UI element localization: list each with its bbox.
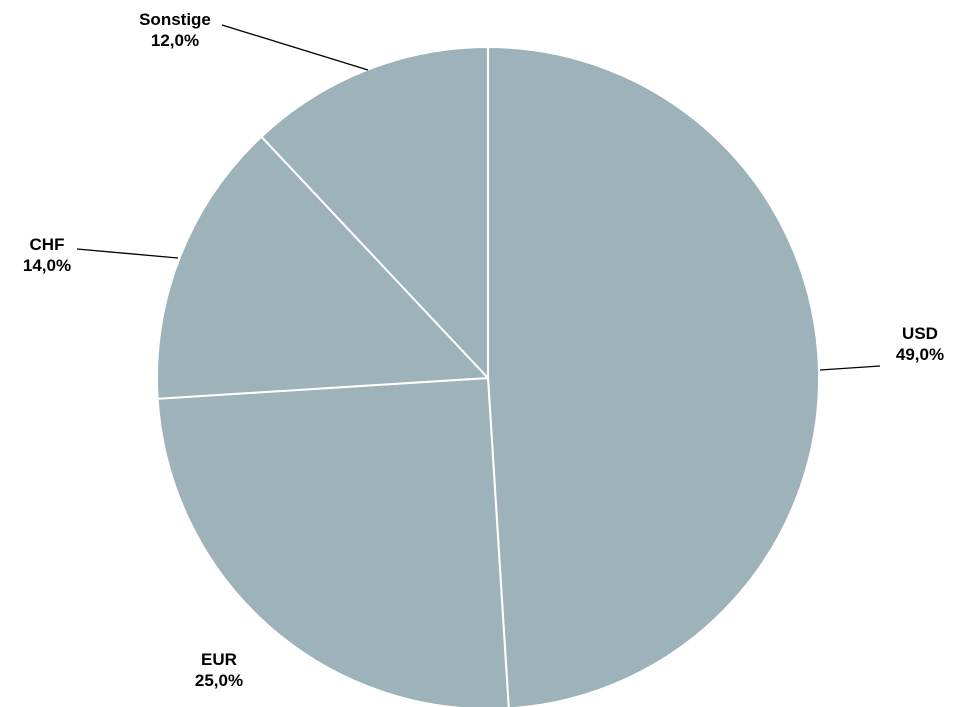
slice-label-eur: EUR 25,0% <box>195 650 243 690</box>
pie-slice-chf <box>156 135 489 400</box>
slice-name-chf: CHF <box>30 235 65 254</box>
slice-value-eur: 25,0% <box>195 671 243 690</box>
leader-line-chf <box>76 248 179 259</box>
pie-slice-usd <box>487 46 821 707</box>
slice-name-usd: USD <box>902 324 938 343</box>
slice-label-sonstige: Sonstige 12,0% <box>139 10 211 50</box>
slice-name-sonstige: Sonstige <box>139 10 211 29</box>
slice-label-chf: CHF 14,0% <box>23 235 71 275</box>
pie-labels: USD 49,0% EUR 25,0% CHF 14,0% Sonstige 12,0% <box>23 10 944 690</box>
slice-value-usd: 49,0% <box>896 345 944 364</box>
pie-slices <box>156 46 821 707</box>
pie-slice-eur <box>156 377 510 707</box>
pie-slice-sonstige <box>260 46 489 379</box>
leader-line-usd <box>819 365 881 371</box>
slice-value-sonstige: 12,0% <box>151 31 199 50</box>
leader-line-sonstige <box>221 24 369 71</box>
slice-name-eur: EUR <box>201 650 237 669</box>
slice-value-chf: 14,0% <box>23 256 71 275</box>
slice-label-usd: USD 49,0% <box>896 324 944 364</box>
